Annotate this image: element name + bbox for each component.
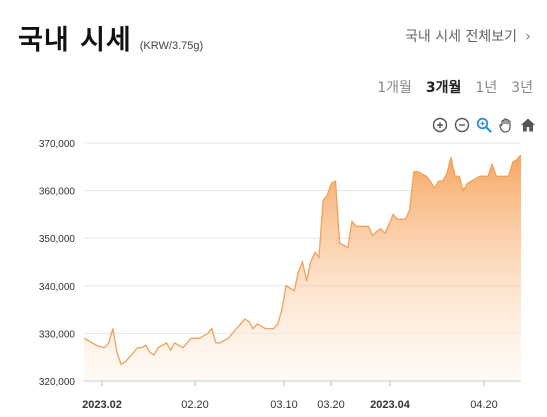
page-title: 국내 시세 — [18, 25, 132, 56]
x-tick-label: 03.10 — [270, 399, 298, 411]
zoom-select-icon[interactable] — [475, 116, 493, 134]
pan-hand-icon[interactable] — [497, 116, 515, 134]
view-all-label: 국내 시세 전체보기 — [405, 29, 517, 45]
y-tick-label: 360,000 — [39, 187, 76, 198]
y-tick-label: 330,000 — [39, 329, 76, 340]
zoom-out-icon[interactable] — [453, 116, 471, 134]
tab-3-years[interactable]: 3년 — [511, 80, 533, 96]
home-reset-icon[interactable] — [519, 116, 537, 134]
y-axis-labels: 320,000 330,000 340,000 350,000 360,000 370,0… — [39, 139, 76, 388]
tab-1-month[interactable]: 1개월 — [377, 80, 412, 96]
x-tick-label: 2023.04 — [370, 399, 411, 411]
price-line — [83, 154, 522, 366]
tab-3-months[interactable]: 3개월 — [425, 80, 462, 96]
price-area-fill — [84, 154, 521, 381]
y-tick-label: 350,000 — [39, 234, 76, 245]
period-tabs: 1개월 3개월 1년 3년 — [363, 77, 533, 97]
view-all-domestic-price-link[interactable]: 국내 시세 전체보기 › — [405, 26, 531, 46]
chart-toolbar — [431, 116, 537, 134]
chevron-right-icon: › — [525, 27, 531, 45]
zoom-in-icon[interactable] — [431, 116, 449, 134]
unit-label: (KRW/3.75g) — [139, 40, 204, 52]
x-tick-label: 03.20 — [317, 399, 345, 411]
x-axis-labels: 2023.02 02.20 03.10 03.20 2023.04 04.20 — [82, 381, 498, 411]
x-tick-label: 2023.02 — [82, 399, 122, 411]
page-header: 국내 시세 (KRW/3.75g) — [18, 18, 203, 57]
y-tick-label: 370,000 — [39, 139, 76, 150]
y-tick-label: 320,000 — [39, 377, 76, 388]
tab-1-year[interactable]: 1년 — [475, 80, 498, 96]
y-tick-label: 340,000 — [39, 282, 76, 293]
x-tick-label: 02.20 — [181, 399, 209, 411]
x-tick-label: 04.20 — [470, 399, 498, 411]
